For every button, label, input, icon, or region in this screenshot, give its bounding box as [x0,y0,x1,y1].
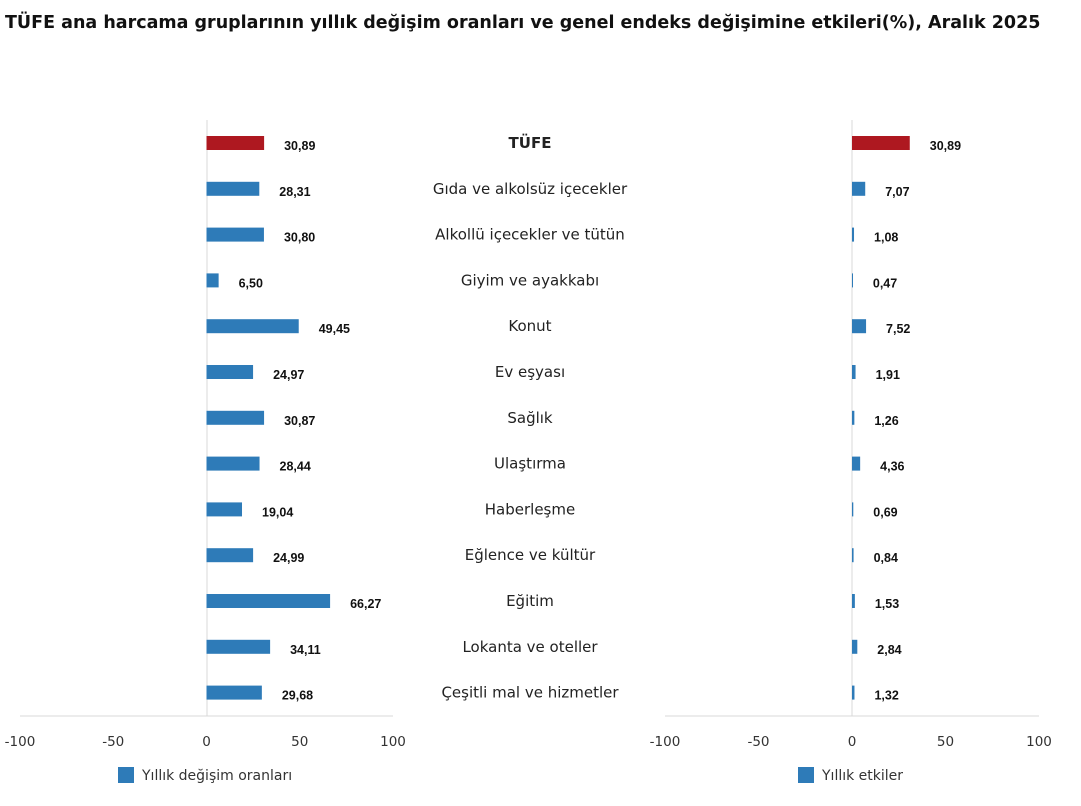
data-label: 1,26 [874,414,898,428]
bar [852,365,856,379]
data-label: 2,84 [877,643,901,657]
category-label: Sağlık [507,409,553,427]
category-label: Ev eşyası [495,363,565,381]
x-tick-label: 0 [848,734,857,750]
chart-title: TÜFE ana harcama gruplarının yıllık deği… [5,13,1041,33]
bar [206,639,271,654]
data-label: 1,91 [876,368,900,382]
x-tick-label: -50 [102,734,124,750]
bar [206,365,254,379]
legend-label: Yıllık etkiler [821,768,903,784]
bar [852,639,858,654]
bar [206,319,299,334]
data-label: 29,68 [282,689,313,703]
bar [206,410,265,425]
data-label: 0,69 [873,505,897,519]
data-label: 28,31 [279,185,310,199]
data-label: 4,36 [880,460,904,474]
bar [206,548,254,563]
category-label: Lokanta ve oteller [462,638,598,656]
bar [852,227,855,242]
data-label: 24,97 [273,368,304,382]
data-label: 30,87 [284,414,315,428]
data-label: 7,07 [885,185,909,199]
bar [852,181,866,196]
data-label: 30,89 [930,139,961,153]
legend-label: Yıllık değişim oranları [141,768,292,784]
data-label: 1,53 [875,597,899,611]
category-label: Eğitim [506,592,554,610]
x-tick-label: 50 [291,734,308,750]
category-label: Ulaştırma [494,455,566,473]
bar [206,227,264,242]
bar [852,410,855,425]
category-label: Eğlence ve kültür [465,546,596,564]
bar [206,136,265,150]
x-tick-label: -50 [747,734,769,750]
data-label: 0,47 [873,276,897,290]
legend-swatch [798,767,814,783]
bar [206,502,243,517]
category-label: Alkollü içecekler ve tütün [435,226,625,244]
x-tick-label: -100 [650,734,681,750]
category-label: Çeşitli mal ve hizmetler [441,684,619,702]
data-label: 30,80 [284,231,315,245]
x-tick-label: 50 [937,734,954,750]
bar [206,181,260,196]
category-label: TÜFE [509,133,552,152]
legend-swatch [118,767,134,783]
bar [852,136,910,150]
data-label: 34,11 [290,643,321,657]
data-label: 7,52 [886,322,910,336]
bar [852,273,853,288]
data-label: 1,32 [874,689,898,703]
bar [852,685,855,700]
data-label: 1,08 [874,231,898,245]
data-label: 24,99 [273,551,304,565]
bar [206,594,331,608]
bar [852,502,854,517]
data-label: 19,04 [262,505,293,519]
bar [852,594,855,608]
bar [206,685,262,700]
category-label: Haberleşme [485,500,575,518]
data-label: 28,44 [280,460,311,474]
bar [852,456,861,471]
bar [852,548,854,563]
data-label: 6,50 [239,276,263,290]
category-label: Giyim ve ayakkabı [461,271,599,289]
data-label: 0,84 [874,551,898,565]
data-label: 49,45 [319,322,350,336]
category-label: Konut [508,317,551,335]
data-label: 30,89 [284,139,315,153]
x-tick-label: -100 [5,734,36,750]
bar [206,456,260,471]
category-label: Gıda ve alkolsüz içecekler [433,180,628,198]
x-tick-label: 100 [1026,734,1052,750]
x-tick-label: 100 [380,734,406,750]
bar [206,273,219,288]
x-tick-label: 0 [202,734,211,750]
data-label: 66,27 [350,597,381,611]
bar [852,319,867,334]
